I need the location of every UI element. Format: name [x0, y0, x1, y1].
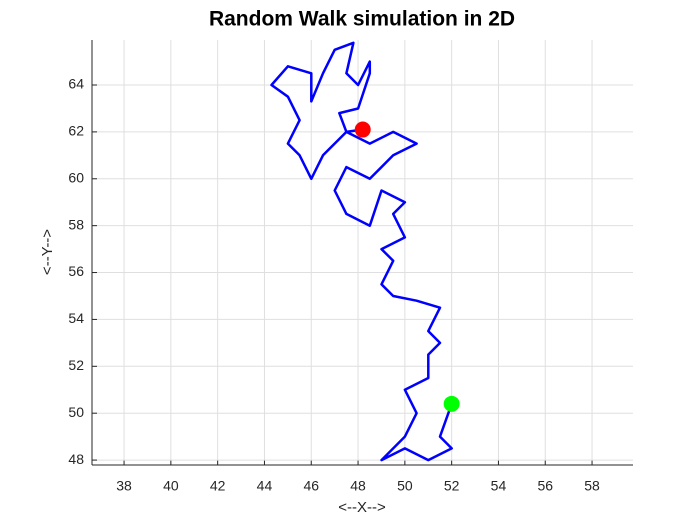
- y-tick-label: 56: [68, 263, 84, 279]
- chart-title: Random Walk simulation in 2D: [209, 8, 515, 31]
- x-tick-label: 54: [491, 478, 507, 494]
- walk-line: [270, 41, 453, 462]
- x-tick-label: 44: [257, 478, 273, 494]
- y-tick-label: 54: [68, 310, 84, 326]
- x-tick-label: 56: [537, 478, 553, 494]
- y-tick-label: 58: [68, 216, 84, 232]
- x-tick-label: 58: [584, 478, 600, 494]
- y-axis-label: <--Y-->: [39, 229, 56, 275]
- x-tick-label: 40: [163, 478, 179, 494]
- y-tick-label: 50: [68, 404, 84, 420]
- y-tick-label: 64: [68, 76, 84, 92]
- point-marker: [354, 121, 371, 138]
- x-tick-label: 52: [444, 478, 460, 494]
- point-marker: [443, 395, 460, 412]
- x-tick-label: 42: [210, 478, 226, 494]
- x-tick-label: 50: [397, 478, 413, 494]
- x-tick-label: 38: [116, 478, 132, 494]
- x-tick-label: 48: [350, 478, 366, 494]
- y-tick-label: 52: [68, 357, 84, 373]
- x-axis-label: <--X-->: [338, 499, 386, 516]
- y-tick-label: 62: [68, 123, 84, 139]
- x-tick-label: 46: [303, 478, 319, 494]
- y-tick-label: 48: [68, 451, 84, 467]
- y-tick-label: 60: [68, 169, 84, 185]
